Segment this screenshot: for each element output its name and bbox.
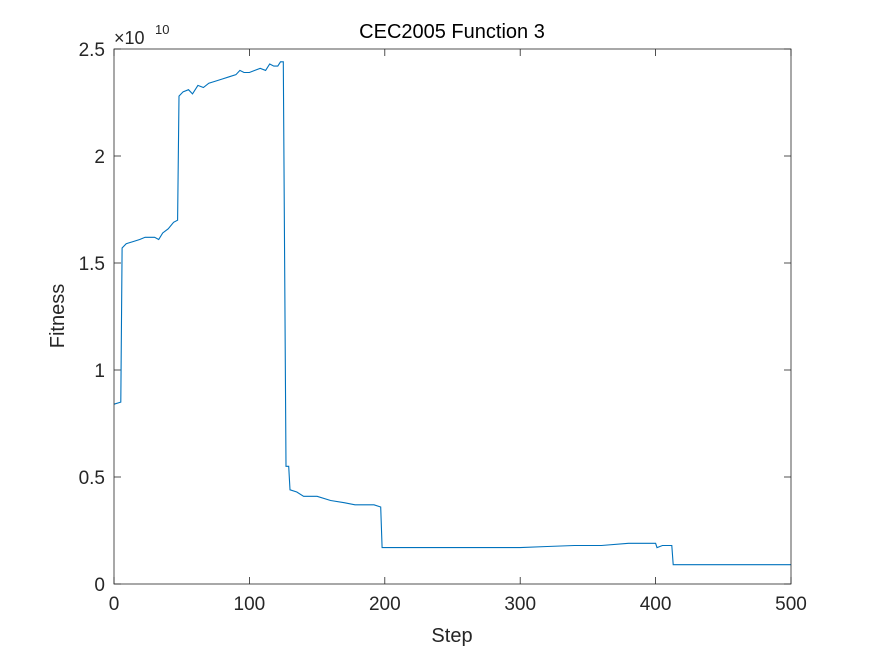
y-axis-exponent: ×10 10: [114, 22, 169, 48]
x-tick-label: 400: [640, 594, 672, 615]
x-tick-label: 200: [369, 594, 401, 615]
x-axis-label: Step: [431, 625, 472, 647]
y-tick-label: 1: [94, 361, 105, 382]
exponent-base: ×10: [114, 28, 145, 48]
chart-title: CEC2005 Function 3: [359, 21, 545, 43]
y-tick-label: 0: [94, 575, 105, 596]
x-tick-label: 100: [234, 594, 266, 615]
y-tick-label: 1.5: [79, 254, 105, 275]
y-axis-label: Fitness: [47, 284, 69, 348]
x-tick-label: 0: [109, 594, 120, 615]
y-axis-ticks: 0 0.5 1 1.5 2 2.5: [79, 40, 791, 596]
x-tick-label: 300: [504, 594, 536, 615]
series-line: [113, 61, 791, 566]
y-tick-label: 2: [94, 147, 105, 168]
exponent-power: 10: [155, 22, 169, 37]
y-tick-label: 2.5: [79, 40, 105, 61]
x-axis-ticks: 0 100 200 300 400 500: [109, 49, 807, 615]
y-tick-label: 0.5: [79, 468, 105, 489]
x-tick-label: 500: [775, 594, 807, 615]
plot-area: [114, 49, 791, 584]
axes-box: [113, 48, 792, 585]
